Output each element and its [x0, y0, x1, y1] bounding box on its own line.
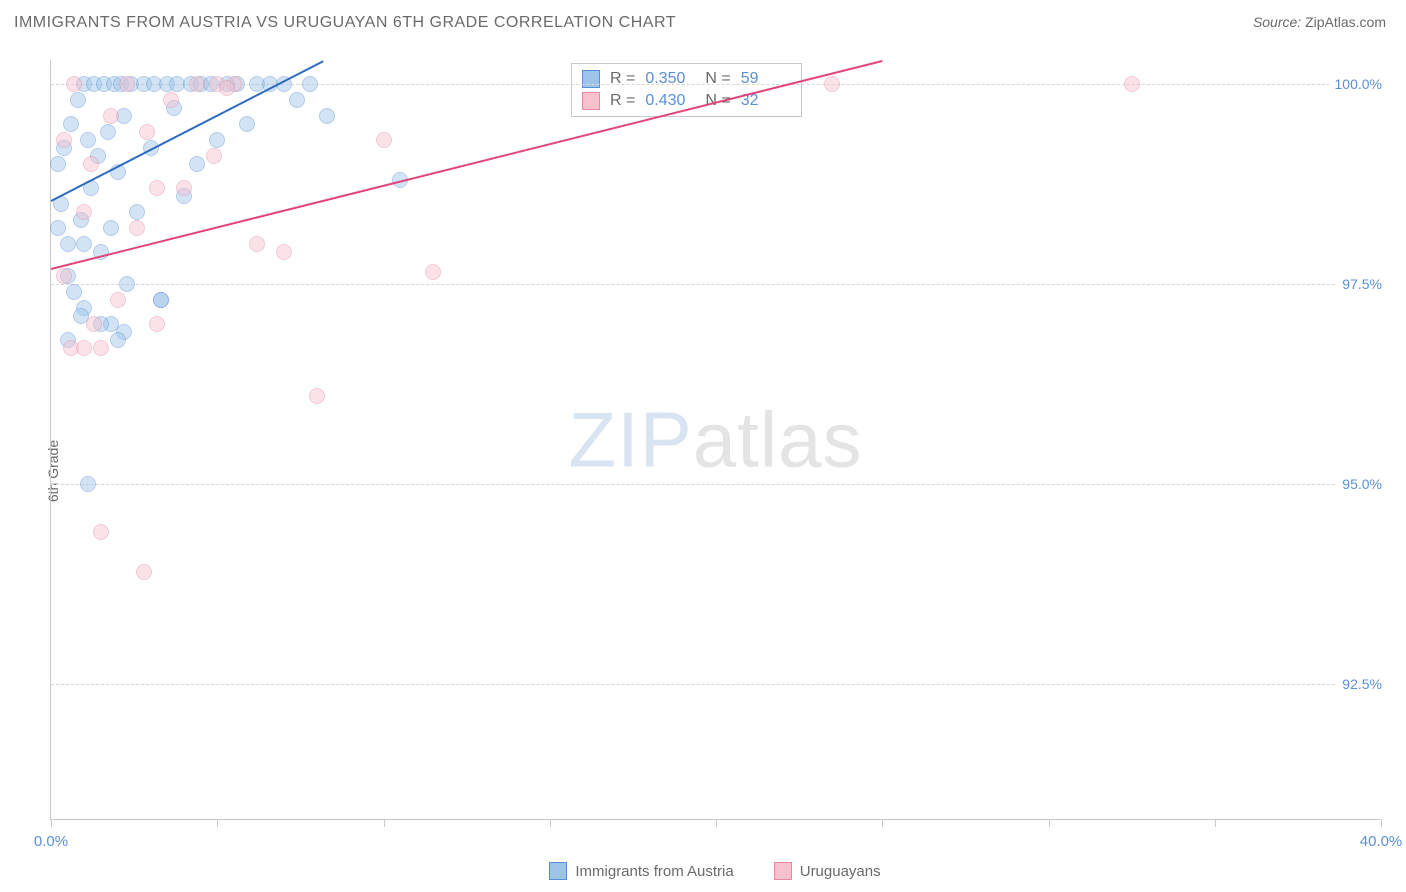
data-point — [103, 220, 119, 236]
data-point — [70, 92, 86, 108]
data-point — [66, 284, 82, 300]
data-point — [249, 236, 265, 252]
x-tick — [716, 819, 717, 827]
x-tick — [384, 819, 385, 827]
stat-label: N = — [705, 70, 730, 88]
legend-item: Immigrants from Austria — [549, 862, 733, 880]
data-point — [80, 476, 96, 492]
data-point — [139, 124, 155, 140]
data-point — [93, 524, 109, 540]
data-point — [93, 340, 109, 356]
chart-area: 6th Grade ZIPatlas R =0.350N =59R =0.430… — [0, 50, 1406, 892]
legend-label: Uruguayans — [800, 863, 881, 880]
data-point — [149, 316, 165, 332]
data-point — [129, 220, 145, 236]
header-bar: IMMIGRANTS FROM AUSTRIA VS URUGUAYAN 6TH… — [0, 0, 1406, 50]
data-point — [276, 244, 292, 260]
x-tick — [51, 819, 52, 827]
data-point — [206, 148, 222, 164]
stat-r-value: 0.430 — [645, 92, 695, 110]
x-tick-label: 40.0% — [1360, 833, 1403, 850]
x-tick-label: 0.0% — [34, 833, 68, 850]
x-tick — [217, 819, 218, 827]
data-point — [302, 76, 318, 92]
data-point — [824, 76, 840, 92]
data-point — [189, 76, 205, 92]
data-point — [56, 268, 72, 284]
data-point — [119, 276, 135, 292]
y-tick-label: 97.5% — [1336, 276, 1382, 292]
data-point — [76, 340, 92, 356]
x-tick — [1381, 819, 1382, 827]
chart-title: IMMIGRANTS FROM AUSTRIA VS URUGUAYAN 6TH… — [14, 14, 676, 32]
legend-swatch — [774, 862, 792, 880]
data-point — [209, 132, 225, 148]
data-point — [149, 180, 165, 196]
data-point — [309, 388, 325, 404]
data-point — [56, 132, 72, 148]
data-point — [289, 92, 305, 108]
data-point — [319, 108, 335, 124]
source-value: ZipAtlas.com — [1305, 14, 1386, 30]
data-point — [153, 292, 169, 308]
data-point — [219, 80, 235, 96]
legend-swatch — [549, 862, 567, 880]
data-point — [163, 92, 179, 108]
watermark-part2: atlas — [693, 395, 863, 483]
data-point — [100, 124, 116, 140]
gridline — [51, 684, 1380, 685]
legend-item: Uruguayans — [774, 862, 881, 880]
y-tick-label: 92.5% — [1336, 676, 1382, 692]
data-point — [60, 236, 76, 252]
legend-swatch — [582, 70, 600, 88]
data-point — [110, 332, 126, 348]
gridline — [51, 484, 1380, 485]
x-tick — [1049, 819, 1050, 827]
data-point — [189, 156, 205, 172]
data-point — [376, 132, 392, 148]
stat-row: R =0.350N =59 — [582, 68, 791, 90]
data-point — [80, 132, 96, 148]
data-point — [239, 116, 255, 132]
data-point — [63, 116, 79, 132]
data-point — [76, 236, 92, 252]
data-point — [1124, 76, 1140, 92]
watermark-part1: ZIP — [568, 395, 692, 483]
plot-region: ZIPatlas R =0.350N =59R =0.430N =32 92.5… — [50, 60, 1380, 820]
x-tick — [882, 819, 883, 827]
legend: Immigrants from Austria Uruguayans — [50, 862, 1380, 880]
data-point — [50, 156, 66, 172]
y-tick-label: 100.0% — [1329, 76, 1382, 92]
stat-label: R = — [610, 70, 635, 88]
data-point — [76, 204, 92, 220]
data-point — [83, 156, 99, 172]
data-point — [425, 264, 441, 280]
data-point — [103, 108, 119, 124]
legend-swatch — [582, 92, 600, 110]
x-tick — [1215, 819, 1216, 827]
data-point — [86, 316, 102, 332]
data-point — [66, 76, 82, 92]
x-tick — [550, 819, 551, 827]
legend-label: Immigrants from Austria — [575, 863, 733, 880]
data-point — [176, 180, 192, 196]
watermark: ZIPatlas — [568, 394, 862, 485]
source-label: Source: — [1253, 14, 1301, 30]
data-point — [110, 292, 126, 308]
data-point — [136, 564, 152, 580]
stat-label: R = — [610, 92, 635, 110]
data-point — [50, 220, 66, 236]
y-tick-label: 95.0% — [1336, 476, 1382, 492]
data-point — [119, 76, 135, 92]
stat-r-value: 0.350 — [645, 70, 695, 88]
data-point — [129, 204, 145, 220]
source-credit: Source: ZipAtlas.com — [1253, 14, 1386, 30]
gridline — [51, 284, 1380, 285]
